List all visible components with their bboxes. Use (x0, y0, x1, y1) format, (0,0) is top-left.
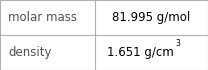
Text: density: density (8, 46, 52, 59)
Text: 3: 3 (175, 39, 180, 48)
Text: molar mass: molar mass (8, 11, 77, 24)
Text: 81.995 g/mol: 81.995 g/mol (112, 11, 191, 24)
Text: 1.651 g/cm: 1.651 g/cm (107, 46, 174, 59)
